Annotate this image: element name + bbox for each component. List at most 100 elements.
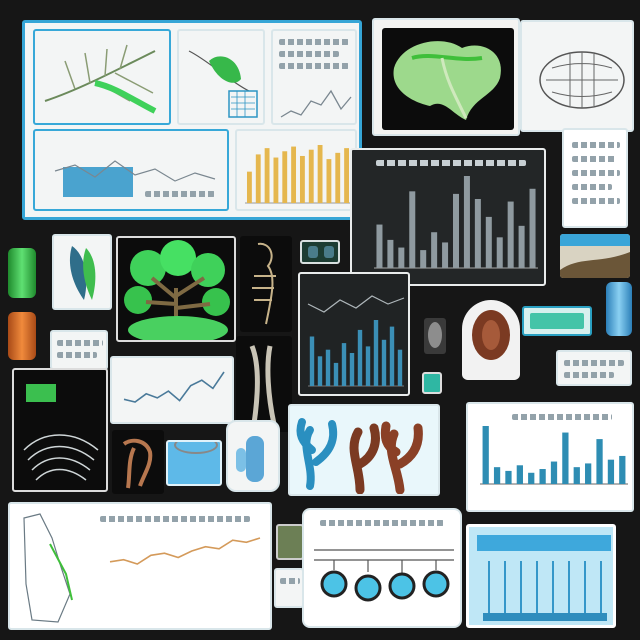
- line-chart-icon: [280, 89, 352, 118]
- shell-icon: [539, 51, 625, 109]
- cell-icon: [314, 549, 454, 602]
- dark-bar: [387, 239, 394, 268]
- dark-bar: [376, 224, 383, 268]
- gold-bar: [291, 146, 297, 203]
- gold-bar: [308, 149, 314, 203]
- green-gadget: [522, 306, 592, 336]
- coral-card: [288, 404, 440, 496]
- small-line-plot: [123, 371, 225, 403]
- right-teal-bar: [466, 402, 634, 512]
- bubble-card: [302, 508, 462, 628]
- tree-card: [116, 236, 236, 342]
- dark-bar-plot: [374, 176, 538, 269]
- mini-tag: [274, 568, 304, 608]
- teal-bar: [493, 467, 501, 484]
- gold-bar: [264, 148, 270, 203]
- gold-bar-panel: [235, 129, 357, 211]
- mid-bar: [381, 339, 387, 386]
- dark-bar: [452, 193, 460, 268]
- shell-frame: [520, 20, 634, 132]
- teal-bar-plot: [480, 426, 628, 485]
- mid-bar: [341, 343, 347, 386]
- gold-bar: [335, 152, 341, 203]
- mid-bar-plot: [307, 295, 405, 387]
- teal-bar: [607, 459, 615, 484]
- dark-bar: [474, 199, 481, 268]
- map-outline-icon: [23, 513, 73, 623]
- coral-icon: [296, 418, 423, 494]
- dark-bar: [431, 232, 438, 268]
- blue-area-panel: [33, 129, 229, 211]
- cactus-card: [226, 420, 280, 492]
- gold-bar: [282, 151, 288, 203]
- mid-bar: [349, 353, 355, 386]
- teal-bar: [516, 465, 523, 484]
- gold-bar: [255, 154, 261, 203]
- skeleton-icon: [252, 242, 276, 325]
- gold-bar: [273, 157, 279, 203]
- tree-icon: [124, 240, 230, 340]
- gold-bar: [326, 159, 332, 203]
- bottom-line: [109, 537, 261, 565]
- teal-bar: [505, 470, 512, 484]
- leaf-sketch-icon: [188, 50, 258, 118]
- gold-bar: [317, 145, 323, 203]
- dark-bar: [463, 176, 470, 268]
- bone-icon: [249, 345, 277, 425]
- dark-bar: [518, 225, 525, 268]
- small-green-square: [422, 372, 442, 394]
- blue-grid-card: [466, 524, 616, 628]
- leaf-photo-frame: [372, 18, 520, 136]
- bone-card: [236, 336, 292, 432]
- right-note: [556, 350, 632, 386]
- small-line-card: [110, 356, 234, 424]
- green-screen: [276, 524, 304, 560]
- skeleton-card: [240, 236, 292, 332]
- mid-bar: [365, 346, 371, 386]
- document-card: [562, 128, 628, 228]
- ribcage-icon: [23, 384, 99, 481]
- bottom-line-plot: [109, 537, 261, 565]
- leaf-icon: [393, 41, 501, 120]
- leaf-sketch-panel: [177, 29, 265, 125]
- mid-bar: [389, 326, 395, 386]
- green-vial: [8, 248, 36, 298]
- bottom-line-card: [8, 502, 272, 630]
- dark-bar: [507, 201, 514, 268]
- dark-bar: [442, 242, 449, 268]
- teal-bar: [562, 432, 569, 484]
- mid-bar: [325, 349, 331, 386]
- mid-bar: [309, 336, 315, 386]
- blue-vial: [606, 282, 632, 336]
- leaf-vein-icon: [44, 44, 157, 114]
- mid-bar: [397, 349, 403, 386]
- organ-card: [112, 430, 164, 494]
- coral-portrait: [462, 300, 520, 380]
- teal-bar: [585, 463, 592, 484]
- organ-icon: [122, 438, 153, 489]
- feather-card: [52, 234, 112, 310]
- green-chip: [300, 240, 340, 264]
- orange-vial: [8, 312, 36, 360]
- leaf-photo: [382, 28, 514, 130]
- teal-bar: [596, 439, 603, 484]
- teal-bar: [573, 467, 580, 484]
- teal-bar: [482, 426, 489, 484]
- mid-bar: [357, 329, 363, 386]
- mid-dark-chart: [298, 272, 410, 396]
- ribcage-card: [12, 368, 108, 492]
- mouse-figure: [424, 318, 446, 354]
- dark-bar: [496, 237, 503, 268]
- gold-bar: [299, 155, 305, 203]
- leaf-vein-panel: [33, 29, 171, 125]
- dark-bar-chart: [350, 148, 546, 286]
- dark-bar: [398, 247, 405, 268]
- mid-bar: [333, 362, 339, 386]
- blue-box: [166, 440, 222, 486]
- dark-bar: [420, 250, 427, 268]
- gold-bar: [246, 171, 252, 203]
- mid-trend-line: [307, 295, 405, 313]
- teal-bar: [550, 461, 558, 484]
- text-linechart-panel: [271, 29, 357, 125]
- teal-bar: [619, 455, 626, 484]
